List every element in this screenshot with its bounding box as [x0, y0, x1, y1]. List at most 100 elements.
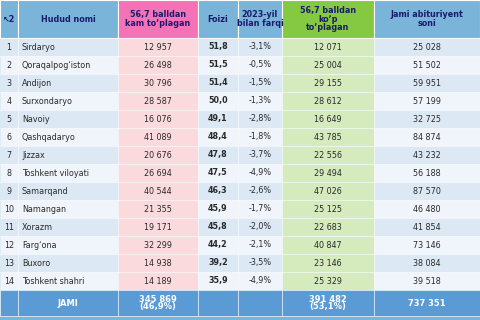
Text: -3,5%: -3,5% [249, 259, 272, 268]
Bar [374, 128, 480, 146]
Bar [282, 290, 374, 316]
Bar [118, 182, 198, 200]
Bar [18, 272, 118, 290]
Bar [0, 0, 18, 38]
Bar [198, 146, 238, 164]
Text: Jami abituriyent: Jami abituriyent [391, 10, 463, 19]
Bar [0, 290, 480, 316]
Text: 44,2: 44,2 [208, 241, 228, 250]
Bar [282, 92, 374, 110]
Text: 20 676: 20 676 [144, 150, 172, 159]
Bar [238, 128, 282, 146]
Bar [118, 272, 198, 290]
Bar [18, 92, 118, 110]
Bar [374, 290, 480, 316]
Text: Toshkent viloyati: Toshkent viloyati [22, 169, 89, 178]
Text: 4: 4 [7, 97, 12, 106]
Bar [282, 236, 374, 254]
Text: 43 785: 43 785 [314, 132, 342, 141]
Text: Samarqand: Samarqand [22, 187, 69, 196]
Text: -4,9%: -4,9% [249, 169, 272, 178]
Bar [282, 164, 374, 182]
Bar [238, 200, 282, 218]
Text: 2: 2 [6, 60, 12, 69]
Bar [0, 290, 18, 316]
Text: 12 071: 12 071 [314, 43, 342, 52]
Bar [282, 128, 374, 146]
Bar [18, 254, 118, 272]
Text: Qoraqalpog‘iston: Qoraqalpog‘iston [22, 60, 91, 69]
Bar [18, 164, 118, 182]
Text: 391 482: 391 482 [309, 295, 347, 304]
Bar [374, 146, 480, 164]
Text: 10: 10 [4, 204, 14, 213]
Bar [18, 128, 118, 146]
Text: Farg‘ona: Farg‘ona [22, 241, 57, 250]
Text: 39,2: 39,2 [208, 259, 228, 268]
Text: 41 854: 41 854 [413, 222, 441, 231]
Bar [374, 56, 480, 74]
Bar [0, 164, 18, 182]
Bar [18, 236, 118, 254]
Text: 28 612: 28 612 [314, 97, 342, 106]
Bar [18, 218, 118, 236]
Text: Qashqadaryo: Qashqadaryo [22, 132, 76, 141]
Text: 59 951: 59 951 [413, 78, 441, 87]
Text: 22 556: 22 556 [314, 150, 342, 159]
Text: Xorazm: Xorazm [22, 222, 53, 231]
Text: soni: soni [418, 19, 436, 28]
Text: 11: 11 [4, 222, 14, 231]
Text: -2,8%: -2,8% [249, 115, 272, 124]
Bar [282, 272, 374, 290]
Text: kam toʼplagan: kam toʼplagan [125, 19, 191, 28]
Text: -1,5%: -1,5% [249, 78, 272, 87]
Bar [238, 146, 282, 164]
Bar [282, 182, 374, 200]
Text: 14 189: 14 189 [144, 276, 172, 285]
Text: 9: 9 [6, 187, 12, 196]
Bar [0, 92, 18, 110]
Text: 13: 13 [4, 259, 14, 268]
Text: 3: 3 [7, 78, 12, 87]
Text: 737 351: 737 351 [408, 299, 446, 308]
Bar [118, 146, 198, 164]
Bar [198, 272, 238, 290]
Bar [374, 218, 480, 236]
Text: 48,4: 48,4 [208, 132, 228, 141]
Bar [374, 164, 480, 182]
Text: 56,7 balldan: 56,7 balldan [300, 6, 356, 15]
Bar [0, 56, 18, 74]
Bar [118, 0, 198, 38]
Bar [198, 218, 238, 236]
Text: Buxoro: Buxoro [22, 259, 50, 268]
Text: -3,1%: -3,1% [249, 43, 272, 52]
Bar [238, 218, 282, 236]
Bar [238, 110, 282, 128]
Bar [238, 38, 282, 56]
Bar [0, 74, 18, 92]
Text: 19 171: 19 171 [144, 222, 172, 231]
Bar [238, 290, 282, 316]
Bar [118, 38, 198, 56]
Bar [18, 0, 118, 38]
Bar [118, 110, 198, 128]
Text: 51,5: 51,5 [208, 60, 228, 69]
Text: Jizzax: Jizzax [22, 150, 45, 159]
Bar [198, 92, 238, 110]
Bar [0, 272, 18, 290]
Text: Andijon: Andijon [22, 78, 52, 87]
Bar [374, 92, 480, 110]
Bar [198, 128, 238, 146]
Text: 40 544: 40 544 [144, 187, 172, 196]
Bar [374, 0, 480, 38]
Bar [282, 0, 374, 38]
Bar [0, 128, 18, 146]
Text: 28 587: 28 587 [144, 97, 172, 106]
Text: 1: 1 [7, 43, 12, 52]
Bar [0, 182, 18, 200]
Text: 25 125: 25 125 [314, 204, 342, 213]
Text: 25 028: 25 028 [413, 43, 441, 52]
Text: Navoiy: Navoiy [22, 115, 49, 124]
Text: 45,8: 45,8 [208, 222, 228, 231]
Text: -3,7%: -3,7% [249, 150, 272, 159]
